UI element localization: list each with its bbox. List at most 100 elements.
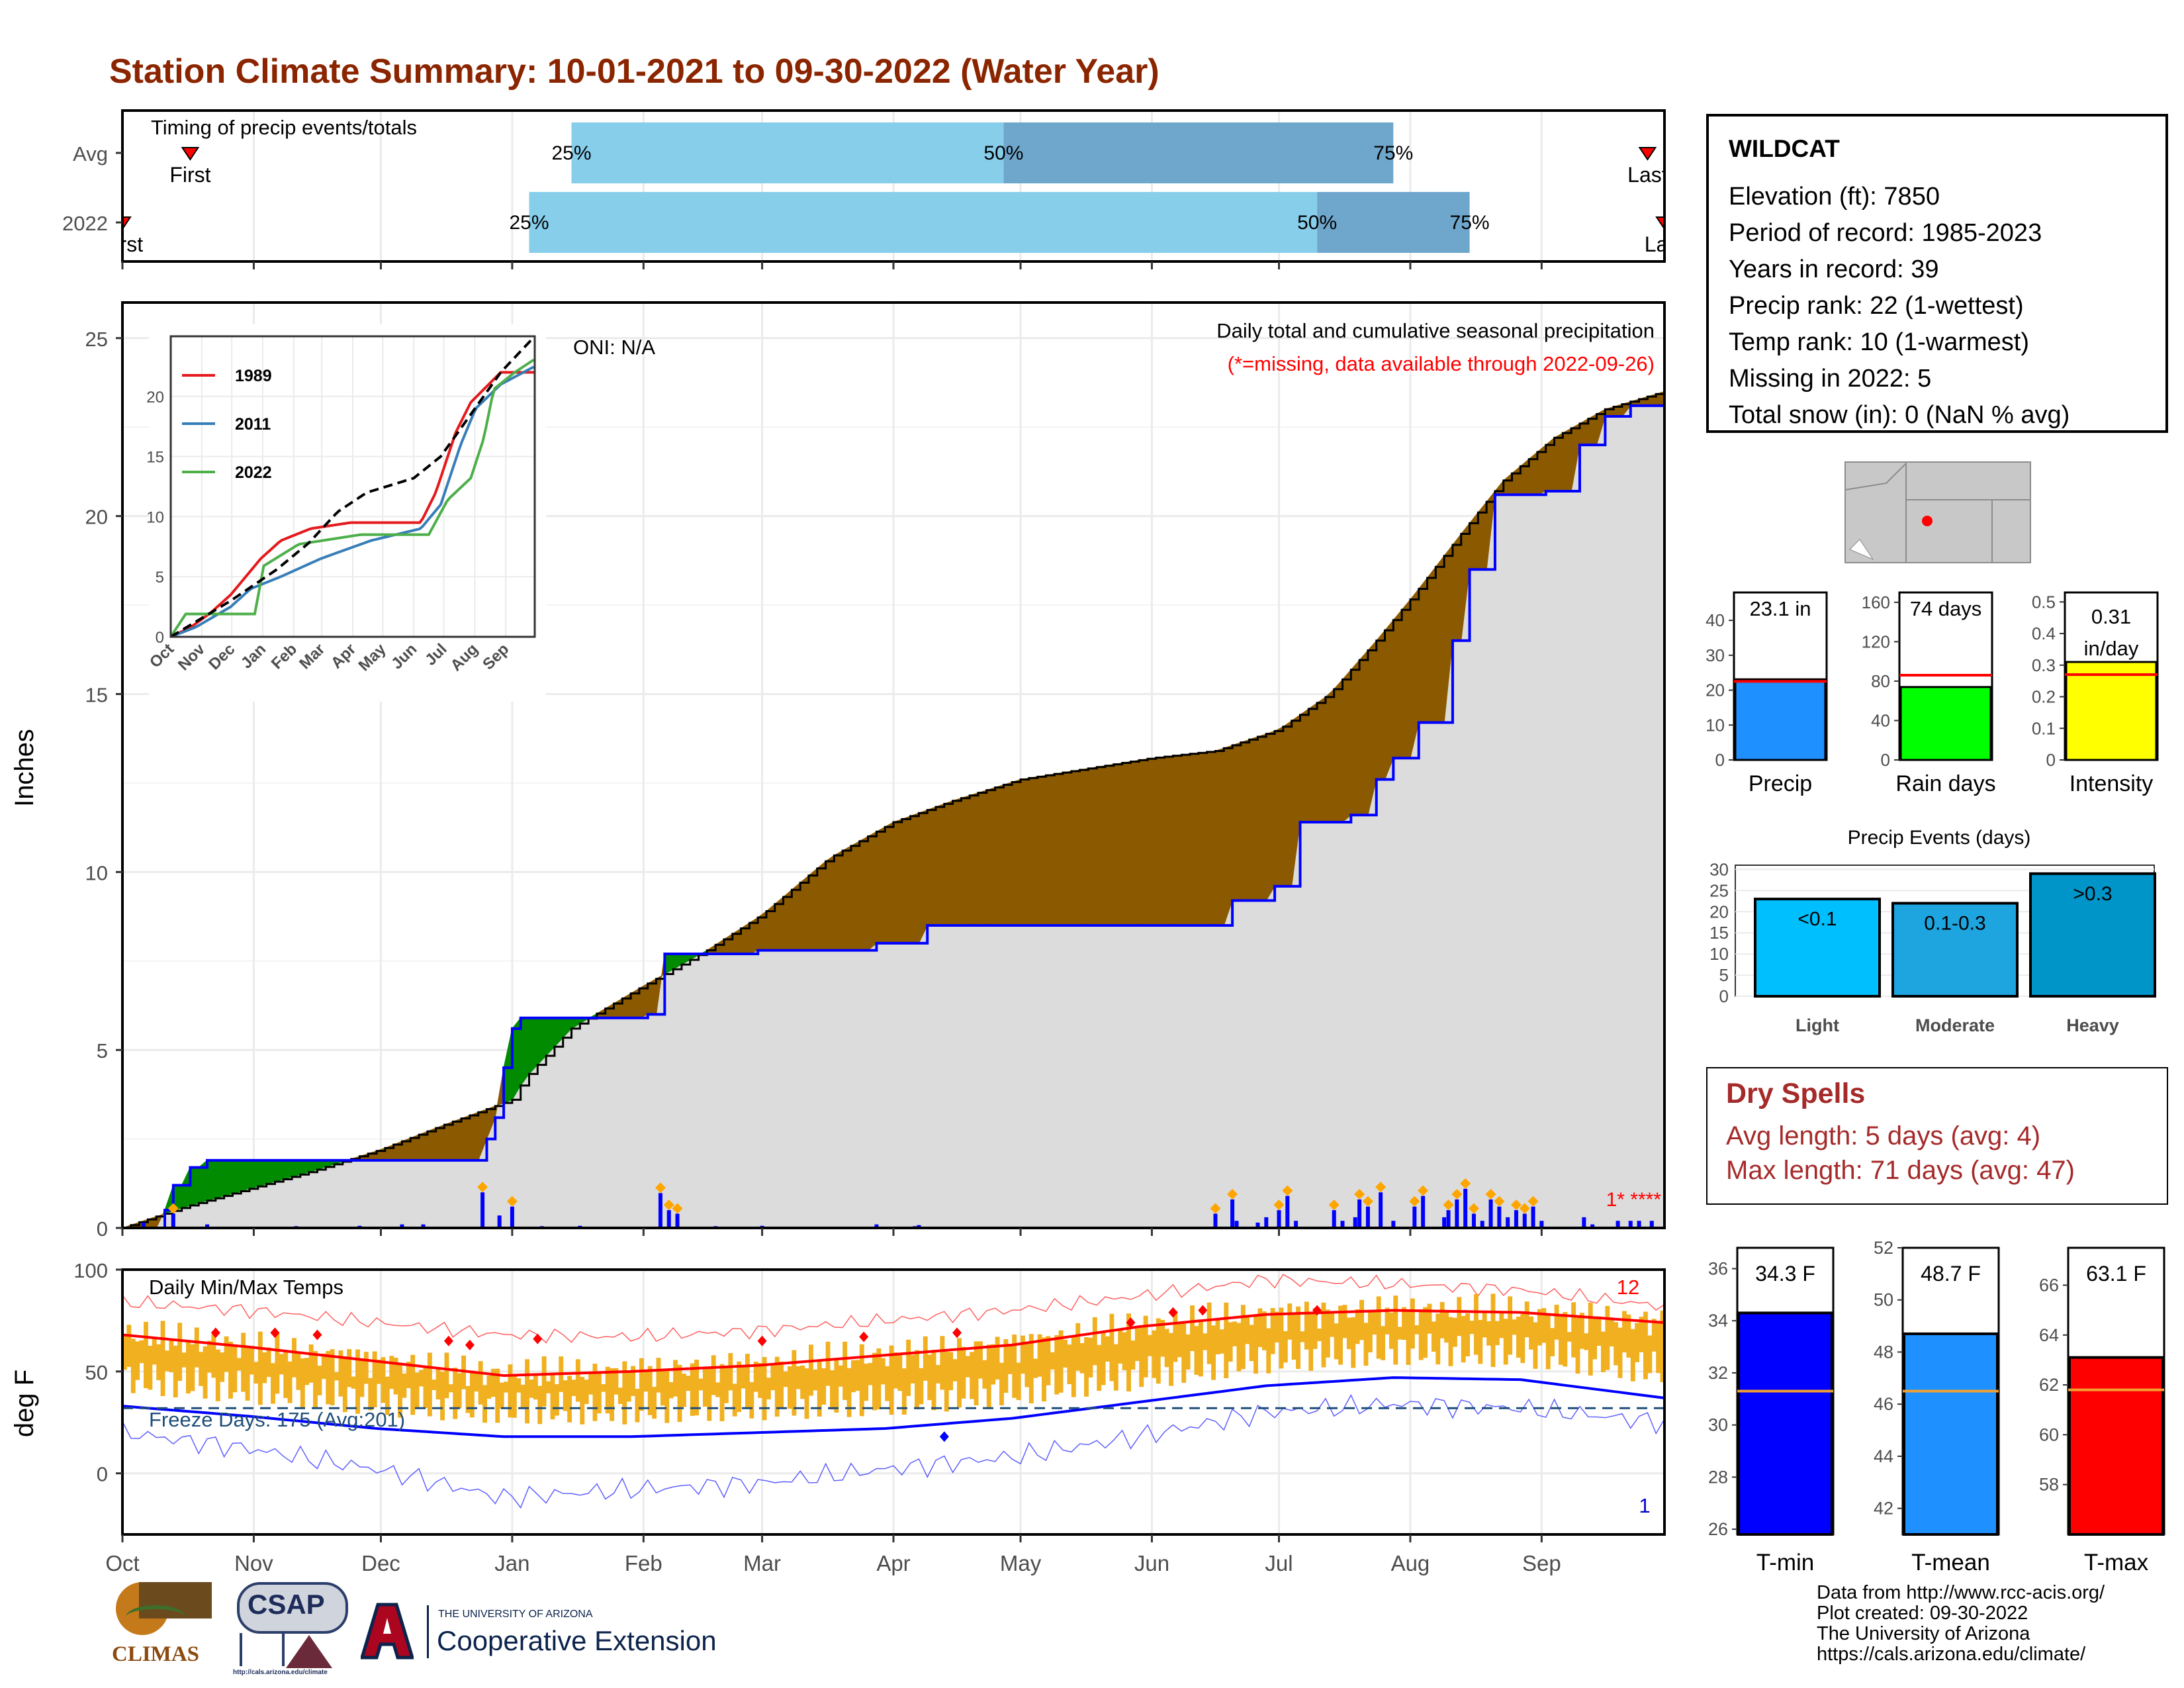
precip-daily-max-marker xyxy=(1282,1185,1293,1196)
precip-daily-bar xyxy=(1446,1210,1451,1228)
mini-bar-Precip xyxy=(1734,678,1827,761)
temp-daily-range-bar xyxy=(986,1344,991,1409)
temp-bar-ytick-label: 58 xyxy=(2039,1475,2059,1495)
events-bar-label-Moderate: 0.1-0.3 xyxy=(1924,912,1985,934)
temp-daily-range-bar xyxy=(715,1382,721,1397)
inset-ytick-label: 5 xyxy=(156,569,164,586)
temp-daily-range-bar xyxy=(965,1356,970,1378)
precip-daily-max-marker xyxy=(663,1199,674,1211)
temp-daily-range-bar xyxy=(1351,1317,1356,1368)
temp-daily-range-bar xyxy=(1215,1319,1220,1355)
events-ytick-label: 30 xyxy=(1709,859,1729,879)
temp-daily-range-bar xyxy=(1126,1313,1131,1391)
temp-daily-range-bar xyxy=(1308,1313,1314,1371)
temp-record-high-marker xyxy=(859,1331,869,1342)
temp-daily-range-bar xyxy=(1473,1293,1479,1355)
precip-deficit-area xyxy=(1028,776,1038,926)
temp-daily-range-bar xyxy=(448,1384,453,1393)
temp-record-min-line xyxy=(122,1393,1665,1509)
temp-daily-range-bar xyxy=(1520,1314,1525,1364)
temp-daily-range-bar xyxy=(681,1374,686,1407)
precip-deficit-area xyxy=(927,806,936,926)
temp-daily-range-bar xyxy=(1660,1310,1665,1382)
precip-annotation-missing: (*=missing, data available through 2022-… xyxy=(1228,352,1655,375)
temp-daily-range-bar xyxy=(804,1368,809,1419)
temp-daily-range-bar xyxy=(796,1366,801,1389)
temp-bar-ytick-label: 44 xyxy=(1874,1446,1893,1466)
temp-daily-range-bar xyxy=(677,1364,682,1423)
temp-bar-value-T-mean: 48.7 F xyxy=(1921,1262,1981,1286)
precip-daily-bar xyxy=(1514,1210,1518,1228)
station-years: Years in record: 39 xyxy=(1729,256,1939,283)
temp-daily-range-bar xyxy=(982,1360,987,1389)
precip-daily-bar xyxy=(1488,1199,1493,1228)
temp-daily-range-bar xyxy=(1058,1330,1064,1393)
precip-deficit-area xyxy=(1147,757,1157,926)
temp-freeze-label: Freeze Days: 175 (Avg:201) xyxy=(149,1408,405,1431)
temp-daily-range-bar xyxy=(1533,1322,1538,1369)
temp-record-high-marker xyxy=(1126,1317,1136,1328)
temp-daily-range-bar xyxy=(1287,1303,1293,1340)
temp-daily-range-bar xyxy=(1647,1335,1653,1374)
events-category-Light: Light xyxy=(1796,1015,1839,1035)
precip-daily-bar xyxy=(1264,1217,1269,1228)
temp-daily-range-bar xyxy=(563,1380,568,1411)
timing-last-marker-Avg xyxy=(1638,147,1657,161)
temp-daily-range-bar xyxy=(690,1363,695,1416)
temp-daily-range-bar xyxy=(808,1344,813,1396)
temp-daily-range-bar xyxy=(813,1369,818,1391)
temp-daily-range-bar xyxy=(664,1368,670,1423)
temp-daily-range-bar xyxy=(1296,1306,1301,1369)
timing-bar-q2-2022 xyxy=(529,192,1318,253)
precip-deficit-area xyxy=(1325,688,1335,823)
precip-deficit-area xyxy=(1037,774,1046,926)
temp-daily-range-bar xyxy=(766,1378,771,1400)
precip-deficit-area xyxy=(876,826,886,944)
temp-daily-range-bar xyxy=(351,1376,356,1389)
temp-daily-range-bar xyxy=(1312,1308,1318,1349)
mini-bar-value-unit-Intensity: in/day xyxy=(2084,637,2139,660)
events-ytick-label: 0 xyxy=(1719,986,1729,1006)
temp-daily-range-bar xyxy=(393,1358,398,1395)
temp-daily-range-bar xyxy=(1385,1307,1390,1335)
precip-deficit-area xyxy=(910,812,919,944)
temp-bar-ytick-label: 60 xyxy=(2039,1425,2059,1444)
precip-deficit-area xyxy=(1054,772,1064,926)
temp-daily-range-bar xyxy=(1503,1319,1508,1365)
precip-deficit-area xyxy=(1096,765,1106,926)
precip-daily-max-marker xyxy=(167,1203,179,1214)
temp-daily-range-bar xyxy=(859,1344,864,1417)
temp-daily-range-bar xyxy=(126,1325,132,1367)
temp-daily-range-bar xyxy=(1071,1336,1076,1397)
temp-daily-range-bar xyxy=(821,1368,827,1405)
temp-record-low-marker xyxy=(939,1431,949,1442)
precip-daily-max-marker xyxy=(1451,1188,1463,1199)
temp-daily-range-bar xyxy=(1486,1321,1492,1346)
precip-daily-bar xyxy=(205,1224,210,1228)
temp-daily-range-bar xyxy=(1046,1336,1051,1385)
temp-daily-range-bar xyxy=(1228,1322,1233,1362)
temp-daily-range-bar xyxy=(199,1352,204,1386)
temp-daily-range-bar xyxy=(889,1345,894,1415)
temp-daily-range-bar xyxy=(482,1385,487,1423)
precip-daily-bar xyxy=(1637,1221,1641,1228)
precip-deficit-area xyxy=(1427,565,1436,723)
temp-daily-range-bar xyxy=(165,1350,169,1372)
precip-deficit-area xyxy=(1435,555,1445,723)
inset-legend-label-1989: 1989 xyxy=(235,367,272,385)
temp-daily-range-bar xyxy=(363,1352,369,1384)
temp-daily-range-bar xyxy=(698,1378,704,1391)
temp-ylabel: deg F xyxy=(10,1370,39,1437)
temp-daily-range-bar xyxy=(1232,1321,1237,1346)
temp-daily-range-bar xyxy=(855,1360,860,1391)
precip-deficit-area xyxy=(918,809,928,944)
precip-deficit-area xyxy=(1257,733,1267,901)
precip-daily-max-marker xyxy=(1273,1199,1285,1211)
temp-daily-range-bar xyxy=(1156,1318,1161,1384)
precip-deficit-area xyxy=(842,845,852,951)
precip-daily-bar xyxy=(1531,1206,1535,1228)
temp-daily-range-bar xyxy=(1584,1333,1589,1350)
events-bar-Light xyxy=(1754,898,1881,998)
timing-left-mask xyxy=(0,111,121,261)
temp-daily-range-bar xyxy=(1304,1301,1309,1350)
